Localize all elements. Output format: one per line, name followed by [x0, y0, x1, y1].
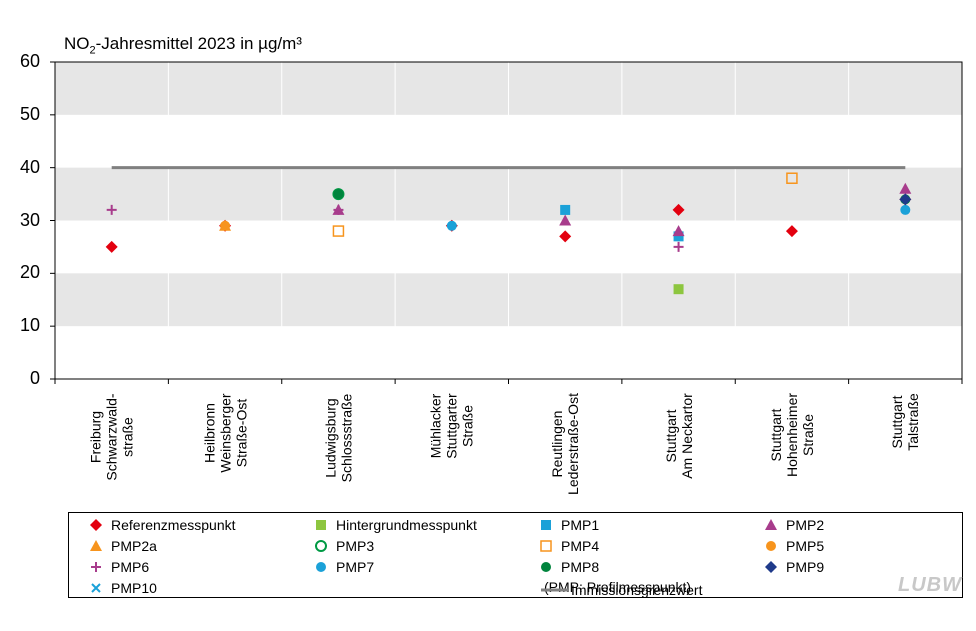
y-tick-label: 40: [19, 156, 40, 177]
y-tick-label: 60: [19, 51, 40, 71]
point-pmp2: [559, 214, 572, 226]
point-pmp2: [899, 182, 912, 194]
legend-label: PMP6: [111, 559, 150, 575]
legend-label: PMP2: [786, 517, 825, 533]
legend-label: PMP4: [561, 538, 600, 554]
legend-item-pmp10: PMP10: [89, 580, 157, 596]
legend-marker-ref: [90, 519, 102, 531]
legend-marker-pmp5: [766, 541, 776, 551]
legend-marker-pmp3: [315, 540, 327, 552]
legend-item-bg: Hintergrundmesspunkt: [314, 517, 477, 533]
legend-label: Referenzmesspunkt: [111, 517, 236, 533]
legend-label: PMP1: [561, 517, 600, 533]
legend-marker-pmp7: [316, 562, 326, 572]
point-pmp5: [220, 220, 231, 231]
legend-marker-bg: [316, 520, 326, 530]
legend-marker-pmp2: [765, 519, 777, 530]
legend-label: PMP5: [786, 538, 825, 554]
point-ref: [785, 225, 798, 238]
x-tick-label: Stuttgart Talstraße: [889, 393, 922, 451]
y-tick-label: 50: [19, 103, 40, 124]
legend-item-pmp2a: PMP2a: [89, 538, 157, 554]
point-pmp1: [560, 204, 571, 215]
legend-label: Immissionsgrenzwert: [571, 582, 703, 598]
legend-label: Hintergrundmesspunkt: [336, 517, 477, 533]
point-pmp4: [332, 225, 345, 237]
point-pmp8: [333, 189, 344, 200]
legend-marker-pmp9: [765, 561, 777, 573]
point-ref: [105, 240, 118, 253]
legend-item-pmp9: PMP9: [764, 559, 824, 575]
legend-item-pmp7: PMP7: [314, 559, 374, 575]
y-tick-label: 10: [19, 315, 40, 336]
y-tick-label: 20: [19, 262, 40, 283]
x-tick-label: Reutlingen Lederstraße-Ost: [549, 393, 582, 495]
point-pmp9: [899, 193, 912, 206]
legend-marker-pmp10: [91, 583, 101, 593]
legend-label: PMP10: [111, 580, 157, 596]
lubw-logo: LUBW: [898, 574, 962, 596]
point-pmp4: [786, 172, 798, 184]
legend-note: (PMP: Profilmesspunkt): [544, 579, 692, 595]
legend-label: PMP2a: [111, 538, 157, 554]
x-tick-label: Stuttgart Hohenheimer Straße: [767, 392, 816, 478]
legend-item-pmp3: PMP3: [314, 538, 374, 554]
legend-marker-pmp8: [541, 562, 551, 572]
legend-marker-pmp2a: [90, 540, 102, 551]
legend-item-ref: Referenzmesspunkt: [89, 517, 236, 533]
x-tick-label: Mühlacker Stuttgarter Straße: [427, 392, 476, 459]
point-pmp6: [673, 241, 684, 252]
legend-label: PMP8: [561, 559, 600, 575]
point-pmp7: [446, 220, 457, 231]
legend-item-pmp1: PMP1: [539, 517, 599, 533]
legend-item-pmp2: PMP2: [764, 517, 824, 533]
legend-item-pmp5: PMP5: [764, 538, 824, 554]
legend-line-symbol: [541, 588, 569, 592]
chart-title: NO2-Jahresmittel 2023 in µg/m³: [64, 34, 302, 57]
legend-marker-pmp4: [540, 540, 552, 552]
x-tick-label: Ludwigsburg Schlossstraße: [322, 393, 355, 482]
point-pmp6: [106, 204, 117, 215]
x-tick-label: Freiburg Schwarzwald-straße: [87, 392, 136, 481]
legend-label: PMP9: [786, 559, 825, 575]
y-tick-label: 0: [29, 368, 40, 388]
y-tick-label: 30: [19, 209, 40, 230]
legend-item-limit: Immissionsgrenzwert: [541, 582, 702, 598]
point-ref: [672, 203, 685, 216]
legend-item-pmp8: PMP8: [539, 559, 599, 575]
x-tick-label: Stuttgart Am Neckartor: [662, 393, 695, 479]
x-tick-label: Heilbronn Weinsberger Straße-Ost: [201, 392, 250, 473]
point-ref: [559, 230, 572, 243]
legend-label: PMP3: [336, 538, 375, 554]
legend-marker-pmp1: [541, 520, 551, 530]
legend-label: PMP7: [336, 559, 375, 575]
legend-item-pmp6: PMP6: [89, 559, 149, 575]
point-bg: [673, 284, 684, 295]
legend-marker-pmp6: [91, 562, 101, 572]
point-pmp7: [900, 204, 911, 215]
point-pmp1: [673, 231, 684, 242]
legend: (PMP: Profilmesspunkt) Referenzmesspunkt…: [68, 512, 963, 598]
legend-item-pmp4: PMP4: [539, 538, 599, 554]
point-pmp6: [333, 204, 344, 215]
point-pmp2: [672, 225, 685, 237]
